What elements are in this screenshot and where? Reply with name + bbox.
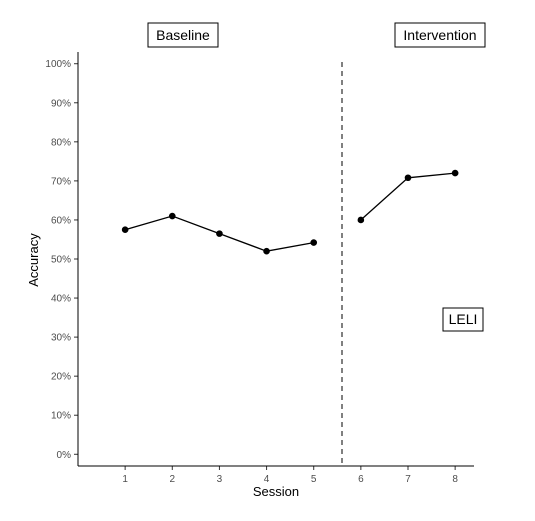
leli-annotation-box: LELI [442,307,484,332]
x-tick-label: 8 [452,474,458,485]
x-tick-label: 3 [217,474,223,485]
data-point-session-3 [216,230,223,237]
data-point-session-6 [357,216,365,224]
x-tick-label: 1 [122,474,128,485]
data-series [121,169,459,255]
y-tick-label: 70% [51,176,71,187]
data-point-session-8 [451,169,459,177]
x-tick-label: 2 [170,474,176,485]
y-axis-title: Accuracy [26,233,41,287]
y-tick-label: 20% [51,372,71,383]
data-point-session-4 [263,247,270,255]
x-tick-label: 5 [311,474,317,485]
intervention-label: Intervention [403,27,476,43]
data-point-session-5 [310,239,318,246]
y-tick-label: 40% [51,294,71,305]
y-tick-label: 30% [51,333,71,344]
y-tick-label: 0% [57,450,72,461]
y-tick-label: 100% [45,59,71,70]
y-tick-label: 60% [51,215,71,226]
leli-annotation: LELI [449,311,478,327]
y-tick-label: 90% [51,98,71,109]
data-point-session-2 [168,212,176,220]
x-axis-ticks: 1 2 3 4 5 6 7 8 [122,466,458,485]
x-tick-label: 6 [358,474,364,485]
y-tick-label: 80% [51,137,71,148]
y-tick-label: 50% [51,255,71,266]
y-axis-ticks: 0% 10% 20% 30% 40% 50% 60% 70% 80% 90% 100% [45,59,78,461]
y-tick-label: 10% [51,411,71,422]
x-tick-label: 7 [405,474,411,485]
x-tick-label: 4 [264,474,270,485]
data-point-session-7 [404,174,412,182]
data-point-session-1 [121,226,129,234]
intervention-label-box: Intervention [394,22,486,48]
x-axis-title: Session [253,484,299,499]
baseline-label-box: Baseline [147,22,219,48]
baseline-label: Baseline [156,27,210,43]
